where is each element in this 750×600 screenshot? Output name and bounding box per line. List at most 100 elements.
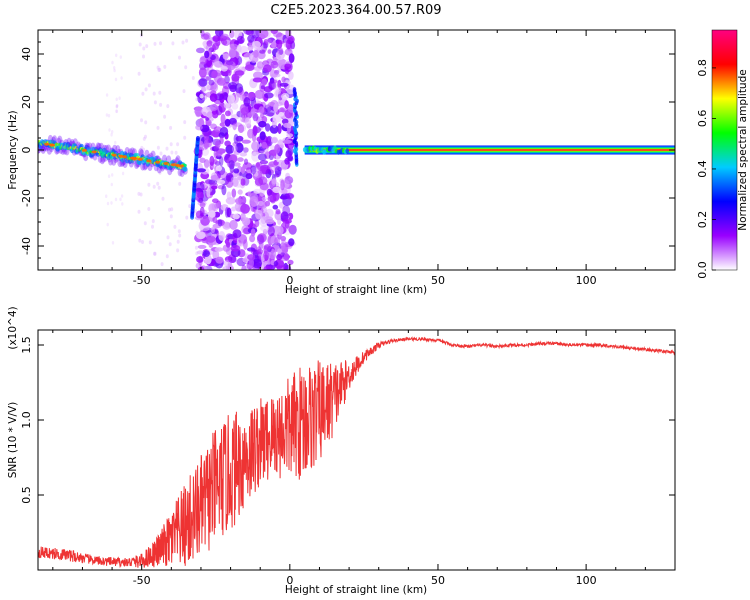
spectrogram-cell-1558 [292,87,297,92]
y-tick-label: 20 [20,95,33,109]
spectrogram-cell-780 [214,247,224,252]
spectrogram-cell-960 [141,240,144,244]
spectrogram-cell-740 [226,241,231,248]
spectrogram-cell-726 [277,79,282,89]
spectrogram-cell-816 [220,113,226,125]
spectrogram-cell-1213 [98,142,104,151]
spectrogram-cell-811 [272,190,280,202]
spectrogram-cell-898 [249,196,259,207]
spectrogram-cell-1000 [119,55,123,59]
spectrogram-cell-879 [288,71,294,80]
spectrogram-cell-442 [269,77,275,84]
spectrogram-cell-766 [282,218,292,224]
spectrogram-cell-756 [232,229,242,239]
spectrogram-cell-943 [169,125,173,130]
spectrogram-cell-836 [209,182,218,189]
spectrogram-cell-1261 [115,145,121,154]
spectrogram-cell-988 [165,254,169,259]
spectrogram-cell-959 [184,65,188,70]
spectrogram-cell-936 [168,242,172,247]
spectrogram-cell-952 [151,224,154,229]
spectrogram-cell-1473 [130,156,135,160]
spectrogram-cell-687 [275,101,283,107]
spectrogram-cell-744 [244,117,252,127]
spectrogram-cell-944 [137,71,141,76]
spectrogram-cell-668 [253,188,261,194]
spectrogram-cell-470 [269,79,278,84]
spectrogram-cell-686 [224,110,231,117]
x-tick-label: 100 [576,274,597,287]
spectrogram-cell-863 [206,111,213,119]
spectrogram-cell-713 [215,140,221,148]
spectrogram-cell-580 [243,30,253,35]
spectrogram-cell-961 [178,233,182,238]
spectrogram-cell-968 [159,102,163,107]
spectrogram-cell-1015 [105,113,109,117]
spectrogram-cell-697 [210,174,219,181]
spectrogram-cell-554 [226,61,236,71]
spectrogram-cell-966 [171,41,175,46]
spectrogram-cell-987 [183,135,187,140]
spectrogram-cell-983 [176,248,180,253]
spectrogram-cell-346 [218,170,228,179]
spectrogram-cell-921 [191,76,195,80]
spectrogram-cell-995 [113,66,116,70]
spectrogram-cell-1475 [81,148,87,152]
spectrogram-cell-228 [241,264,247,270]
spectrogram-cell-942 [140,145,144,150]
spectrogram-cell-517 [269,145,276,150]
spectrogram-cell-1005 [110,182,114,187]
spectrogram-cell-727 [265,218,275,225]
spectrogram-cell-925 [194,209,197,214]
x-tick-label: -50 [133,574,151,587]
spectrogram-cell-1327 [138,148,144,157]
spectrogram-cell-803 [263,244,272,251]
spectrogram-cell-972 [170,150,174,155]
spectrogram-cell-388 [224,207,230,218]
spectrogram-cell-356 [267,49,272,54]
spectrogram-cell-698 [194,106,203,117]
spectrogram-cell-776 [276,254,283,261]
spectrogram-cell-629 [222,53,229,60]
spectrogram-cell-459 [253,71,263,80]
spectrogram-cell-601 [248,257,254,269]
spectrogram-cell-504 [284,63,292,70]
spectrogram-cell-800 [224,140,231,147]
spectrogram-cell-571 [270,30,278,34]
spectrogram-cell-632 [270,136,278,144]
colorbar-tick-label: 0.4 [696,160,709,178]
spectrogram-cell-1441 [177,168,183,177]
spectrogram-cell-1518 [195,136,200,141]
spectrogram-cell-779 [199,157,206,163]
spectrogram-y-axis-title: Frequency (Hz) [7,110,19,189]
spectrogram-cell-845 [195,124,203,131]
spectrogram-cell-561 [205,235,216,243]
spectrogram-cell-806 [274,236,281,247]
spectrogram-cell-1002 [114,197,118,202]
spectrogram-cell-526 [208,203,216,214]
spectrogram-cell-741 [220,33,229,39]
spectrogram-cell-958 [139,192,143,197]
spectrogram-cell-911 [183,120,187,125]
colorbar-ticks: 0.0 0.2 0.4 0.6 0.8 [696,59,716,279]
spectrogram-cell-967 [151,219,155,224]
spectrogram-cell-989 [158,67,162,72]
spectrogram-cell-735 [247,44,254,52]
spectrogram-cell-303 [256,61,264,69]
chart-title: C2E5.2023.364.00.57.R09 [270,3,441,18]
spectrogram-line-layer-4 [304,149,675,151]
spectrogram-cell-29 [229,30,235,38]
spectrogram-cell-985 [148,240,152,245]
spectrogram-cell-916 [165,146,169,151]
spectrogram-cell-855 [208,210,216,218]
spectrogram-cell-503 [196,47,205,54]
spectrogram-cell-351 [263,86,273,93]
spectrogram-cell-767 [267,225,275,237]
spectrogram-cell-963 [142,147,146,152]
spectrogram-cell-568 [284,100,289,109]
spectrogram-cell-669 [217,179,226,185]
spectrogram-cell-786 [237,124,245,133]
spectrogram-cell-1040 [38,144,44,150]
spectrogram-cell-475 [263,265,272,270]
spectrogram-cell-777 [196,168,206,173]
